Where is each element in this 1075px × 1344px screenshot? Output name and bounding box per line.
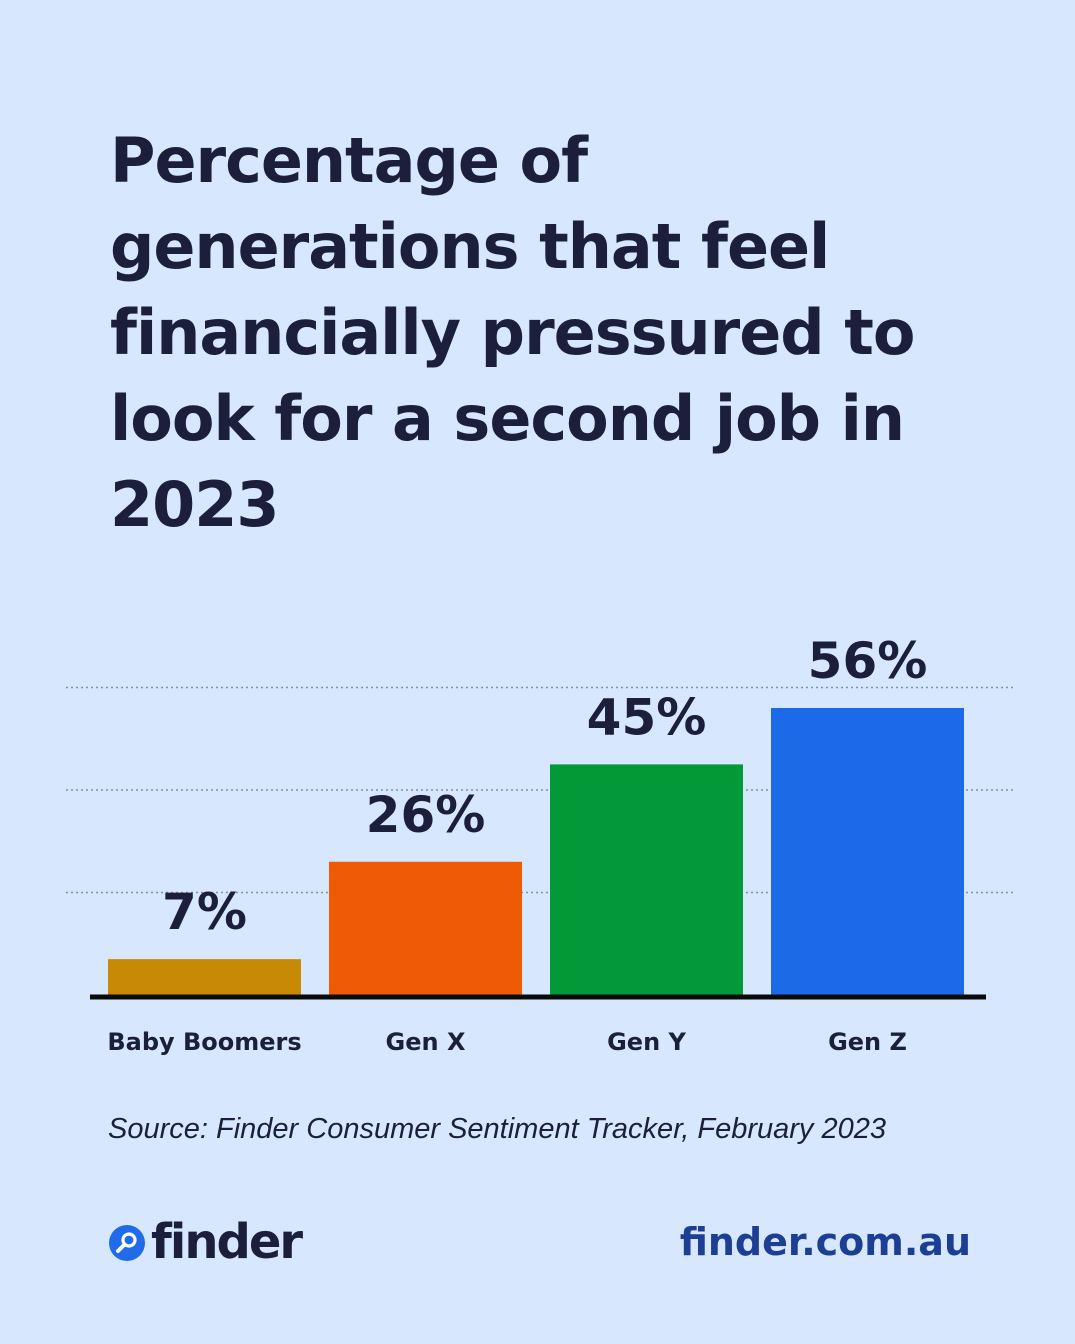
value-label-4: 56% <box>808 632 928 690</box>
source-note: Source: Finder Consumer Sentiment Tracke… <box>108 1113 886 1145</box>
search-magnifier-icon <box>109 1225 145 1261</box>
finder-logo[interactable]: finder <box>107 1212 303 1272</box>
value-label-3: 45% <box>587 688 707 746</box>
chart-title: Percentage of generations that feel fina… <box>110 124 915 541</box>
bar-chart: 7% Baby Boomers 26% Gen X 45% Gen Y 56% Gen Z <box>66 632 1013 1056</box>
category-label-4: Gen Z <box>828 1028 907 1056</box>
bar-2 <box>329 861 522 995</box>
category-label-2: Gen X <box>386 1028 466 1056</box>
value-label-2: 26% <box>366 786 486 844</box>
category-label-3: Gen Y <box>607 1028 686 1056</box>
value-label-1: 7% <box>162 883 247 941</box>
site-url-link[interactable]: finder.com.au <box>679 1220 971 1264</box>
category-label-1: Baby Boomers <box>107 1028 301 1056</box>
bar-1 <box>108 959 301 995</box>
bar-3 <box>550 764 743 995</box>
bar-4 <box>771 708 964 995</box>
logo-wordmark: finder <box>151 1214 303 1270</box>
